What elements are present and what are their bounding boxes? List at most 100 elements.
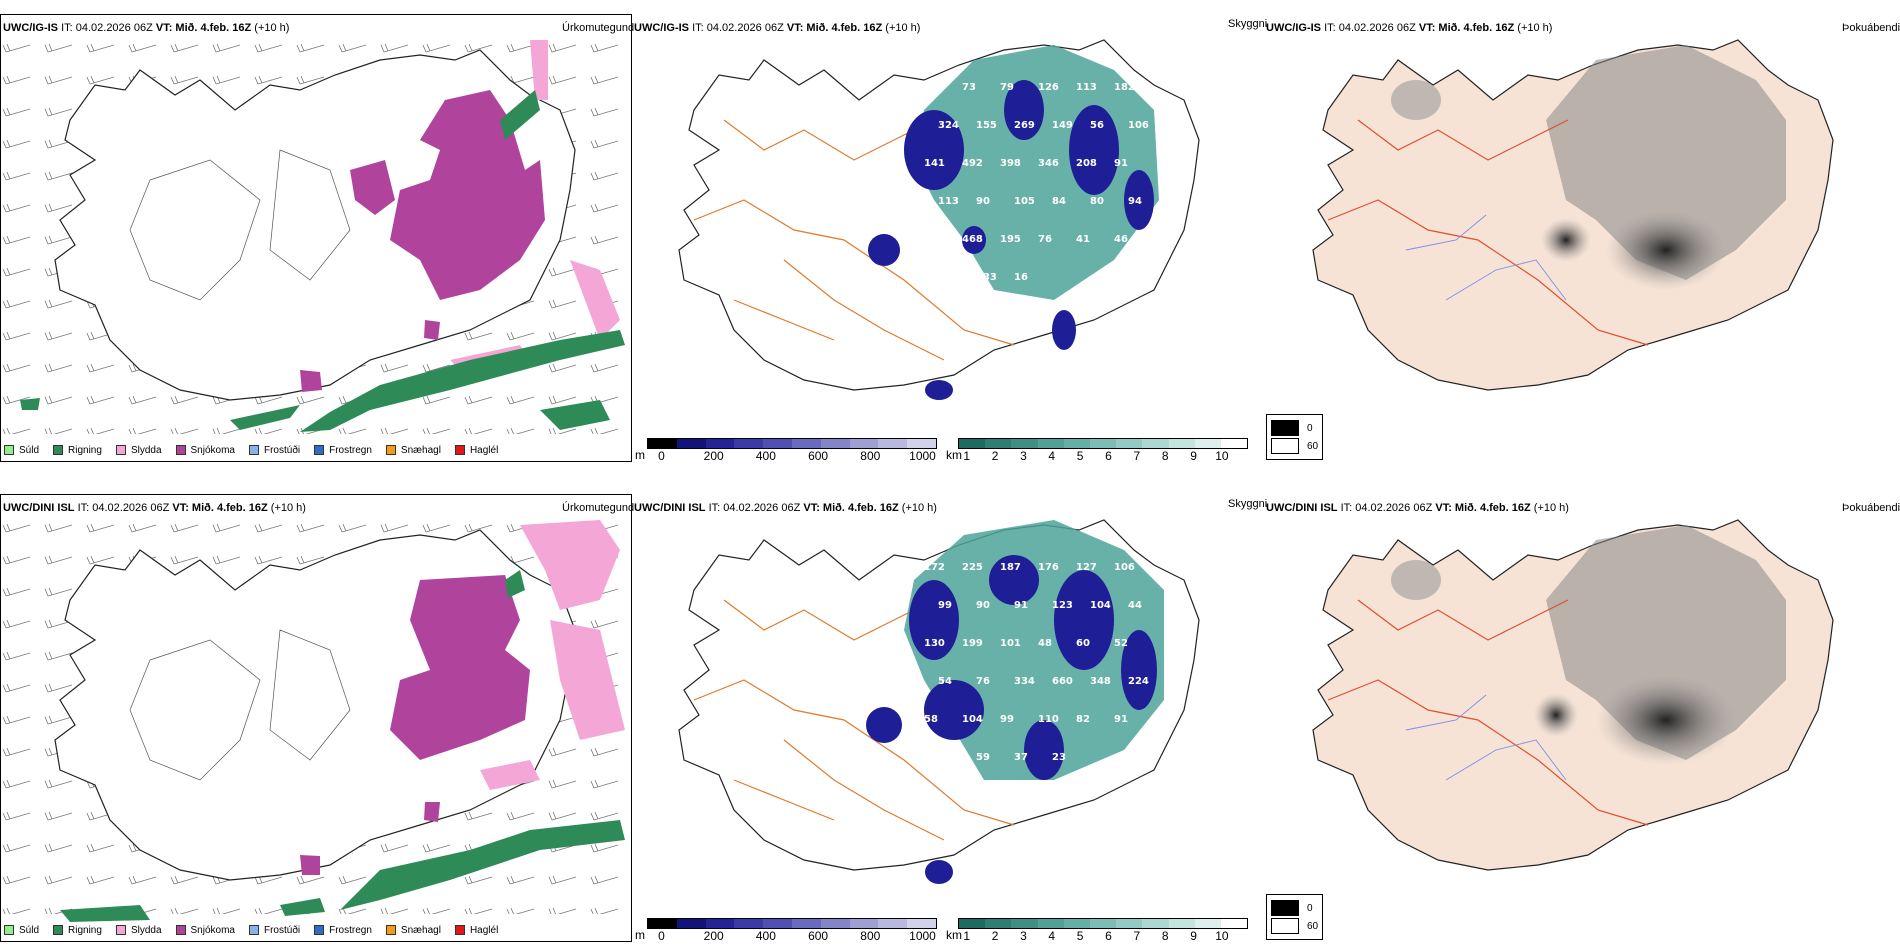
colorbar-tick-label: 800 [860,449,881,463]
colorbar-cell [648,919,677,928]
colorbar-cell [1220,919,1248,928]
colorbar-km-unit: km [946,928,962,942]
valid-time: Mið. 4.feb. 16Z [175,22,252,34]
init-time: IT: 04.02.2026 06Z [61,22,153,34]
visibility-value-label: 46 [1114,234,1128,245]
visibility-value-label: 77 [924,82,938,93]
fog-legend-item: 60 [1271,917,1318,935]
legend-item: Snjókoma [175,924,235,936]
lead-time: (+10 h) [1533,502,1569,514]
legend-label: Rigning [68,444,102,456]
precip-header: UWC/IG-IS IT: 04.02.2026 06Z VT: Mið. 4.… [3,22,289,34]
colorbar-tick-label: 8 [1161,449,1169,463]
visibility-value-label: 84 [1052,196,1066,207]
colorbar-cell [763,439,792,448]
legend-label: Slydda [130,444,162,456]
colorbar-tick-label: 4 [1048,929,1056,943]
legend-item: Snjókoma [175,445,235,456]
fog-legend-label: 60 [1307,920,1319,932]
legend-swatch [4,445,14,455]
colorbar-cell [1194,919,1221,928]
valid-time-label: VT: [803,502,820,514]
visibility-panel-title: Skyggni [1228,18,1268,30]
visibility-value-label: 90 [976,600,990,611]
colorbar-cell [1220,439,1248,448]
fog-map [1312,39,1834,391]
legend-label: Haglél [469,444,499,456]
colorbar-cell [1168,439,1195,448]
colorbar-tick-label: 400 [755,449,776,463]
init-time: IT: 04.02.2026 06Z [692,22,784,34]
visibility-value-label: 76 [1038,234,1052,245]
terrain-contours [129,629,351,781]
fog-roads [1327,599,1649,826]
visibility-value-label: 101 [1000,638,1021,649]
visibility-value-label: 104 [962,714,983,725]
fog-legend-swatch [1271,420,1299,436]
visibility-value-label: 123 [1052,600,1073,611]
legend-label: Súld [19,444,40,456]
colorbar-cell [985,439,1012,448]
model-name: UWC/IG-IS [3,22,58,34]
legend-swatch [454,925,465,935]
legend-swatch [115,445,126,455]
legend-label: Snjókoma [190,924,235,936]
colorbar-tick-label: 400 [755,929,776,943]
precip-panel-title: Úrkomutegund [562,502,635,514]
visibility-value-label: 348 [1090,676,1111,687]
colorbar-cell [1142,439,1169,448]
legend-label: Snæhagl [400,444,441,456]
terrain-contours [129,149,351,301]
colorbar-m-cells [647,918,937,929]
colorbar-cell [734,439,764,448]
colorbar-cell [1116,919,1143,928]
visibility-value-label: 141 [924,158,945,169]
colorbar-cell [878,919,908,928]
model-name: UWC/DINI ISL [3,502,75,514]
visibility-value-label: 130 [924,638,945,649]
legend-label: Snæhagl [400,924,441,936]
legend-label: Frostúði [263,924,301,936]
colorbar-cell [1063,919,1090,928]
visibility-map: 77 73 79 126 113 182 324 155 269 149 56 106 141 492 39… [678,39,1200,400]
visibility-value-label: 176 [1038,562,1059,573]
visibility-value-label: 105 [1014,196,1035,207]
colorbar-tick-label: 1000 [909,929,936,943]
visibility-header: UWC/IG-IS IT: 04.02.2026 06Z VT: Mið. 4.… [634,22,920,34]
colorbar-cell [959,919,986,928]
snow-areas [300,90,545,392]
visibility-value-label: 37 [1014,752,1028,763]
visibility-value-label: 155 [976,120,997,131]
colorbar-m-cells [647,438,937,449]
visibility-value-label: 660 [1052,676,1073,687]
valid-time: Mið. 4.feb. 16Z [1438,22,1515,34]
legend-label: Rigning [68,924,102,936]
colorbar-cell [849,439,879,448]
colorbar-cell [1142,919,1169,928]
visibility-value-label: 79 [1000,82,1014,93]
fog-legend-label: 60 [1307,440,1319,452]
visibility-value-label: 182 [1114,82,1135,93]
fog-legend-item: 60 [1271,437,1318,455]
visibility-value-label: 23 [1052,752,1066,763]
colorbar-cell [985,919,1012,928]
colorbar-cell [791,439,821,448]
model-name: UWC/DINI ISL [1266,502,1338,514]
colorbar-tick-label: 9 [1190,929,1197,943]
colorbar-tick-label: 1 [963,929,971,943]
legend-item: Súld [4,925,39,936]
colorbar-cell [1089,439,1117,448]
legend-swatch [175,445,186,455]
visibility-value-label: 468 [962,234,983,245]
visibility-value-label: 195 [1000,234,1021,245]
legend-item: Rigning [53,925,102,936]
colorbar-cell [1194,439,1221,448]
colorbar-cell [849,919,879,928]
fog-legend-swatch [1271,438,1299,454]
visibility-value-label: 113 [1076,82,1097,93]
legend-swatch [385,445,396,455]
visibility-value-label: 73 [962,82,976,93]
colorbar-tick-label: 3 [1020,449,1027,463]
visibility-value-label: 106 [1114,562,1135,573]
fog-legend-label: 0 [1307,422,1313,434]
